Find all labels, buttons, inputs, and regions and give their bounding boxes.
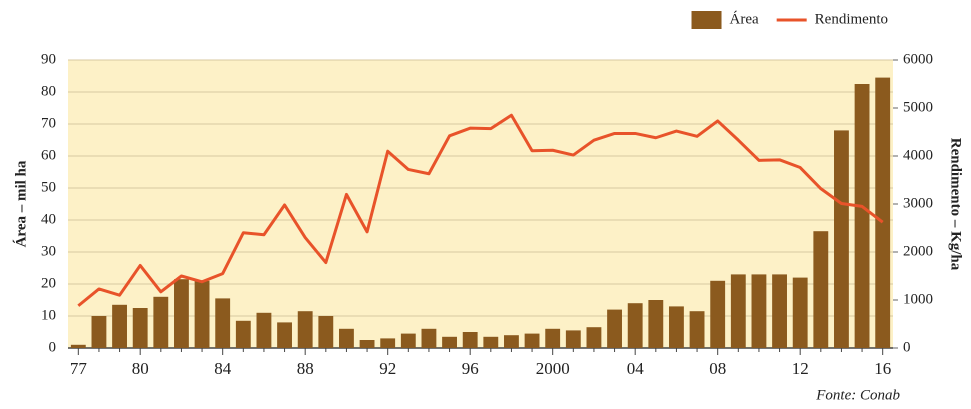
bar: [792, 277, 808, 348]
x-tick-label: 16: [874, 359, 891, 378]
x-tick-label: 88: [297, 359, 314, 378]
bar: [153, 296, 169, 348]
x-tick-label: 96: [462, 359, 479, 378]
source: Fonte: Conab: [815, 387, 900, 403]
bar: [256, 312, 272, 348]
y-tick-label: 0: [49, 339, 57, 355]
legend-label: Área: [730, 10, 759, 27]
bar: [297, 311, 313, 348]
bar: [462, 332, 478, 348]
y2-tick-label: 2000: [903, 243, 933, 259]
y2-tick-label: 1000: [903, 291, 933, 307]
bar: [607, 309, 622, 348]
bar: [421, 328, 437, 348]
y-axis-label: Área – mil ha: [12, 160, 29, 247]
bar: [710, 280, 726, 348]
bar: [91, 316, 107, 348]
y-tick-label: 40: [41, 211, 56, 227]
bar: [586, 327, 602, 348]
bar: [400, 333, 416, 348]
y2-tick-label: 3000: [903, 195, 933, 211]
y-tick-label: 30: [41, 243, 56, 259]
y-tick-label: 80: [41, 83, 56, 99]
bar: [751, 274, 767, 348]
bar: [215, 298, 231, 348]
bar: [442, 336, 457, 348]
x-tick-label: 2000: [536, 359, 570, 378]
bar: [70, 344, 86, 348]
bar: [504, 335, 519, 348]
y-tick-label: 20: [41, 275, 56, 291]
x-tick-label: 77: [70, 359, 88, 378]
bar: [524, 333, 540, 348]
x-tick-label: 04: [627, 359, 645, 378]
bar: [545, 328, 561, 348]
x-tick-label: 80: [132, 359, 149, 378]
y-tick-label: 90: [41, 51, 56, 67]
y2-tick-label: 5000: [903, 99, 933, 115]
bar: [875, 77, 891, 348]
bar: [834, 130, 849, 348]
bar: [813, 231, 829, 348]
bar: [627, 303, 643, 348]
bar: [669, 306, 684, 348]
bar: [235, 320, 251, 348]
y2-axis-label: Rendimento – Kg/ha: [948, 138, 964, 271]
y-tick-label: 60: [41, 147, 56, 163]
y-tick-label: 70: [41, 115, 56, 131]
bar: [359, 340, 375, 348]
y-tick-label: 10: [41, 307, 56, 323]
bar: [648, 300, 664, 348]
bar: [380, 338, 396, 348]
bar: [483, 336, 499, 348]
y2-tick-label: 4000: [903, 147, 933, 163]
y-tick-label: 50: [41, 179, 56, 195]
x-tick-label: 84: [214, 359, 232, 378]
legend-label: Rendimento: [815, 11, 888, 27]
y2-tick-label: 0: [903, 339, 911, 355]
bar: [689, 311, 705, 348]
legend-swatch: [691, 11, 722, 29]
y2-tick-label: 6000: [903, 51, 933, 67]
x-tick-label: 08: [709, 359, 726, 378]
plot-background: [68, 60, 893, 348]
bar: [318, 316, 334, 348]
x-tick-label: 92: [379, 359, 396, 378]
bar: [854, 84, 870, 348]
bar: [194, 280, 210, 348]
bar: [277, 322, 292, 348]
bar: [174, 279, 189, 348]
line: [77, 113, 884, 307]
bar: [730, 274, 746, 348]
bar: [339, 328, 354, 348]
bar: [132, 308, 148, 348]
bar: [565, 330, 581, 348]
bar: [772, 274, 787, 348]
bar: [112, 304, 127, 348]
x-tick-label: 12: [792, 359, 809, 378]
